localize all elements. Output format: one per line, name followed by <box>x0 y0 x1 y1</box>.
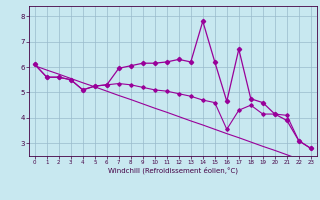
X-axis label: Windchill (Refroidissement éolien,°C): Windchill (Refroidissement éolien,°C) <box>108 167 238 174</box>
